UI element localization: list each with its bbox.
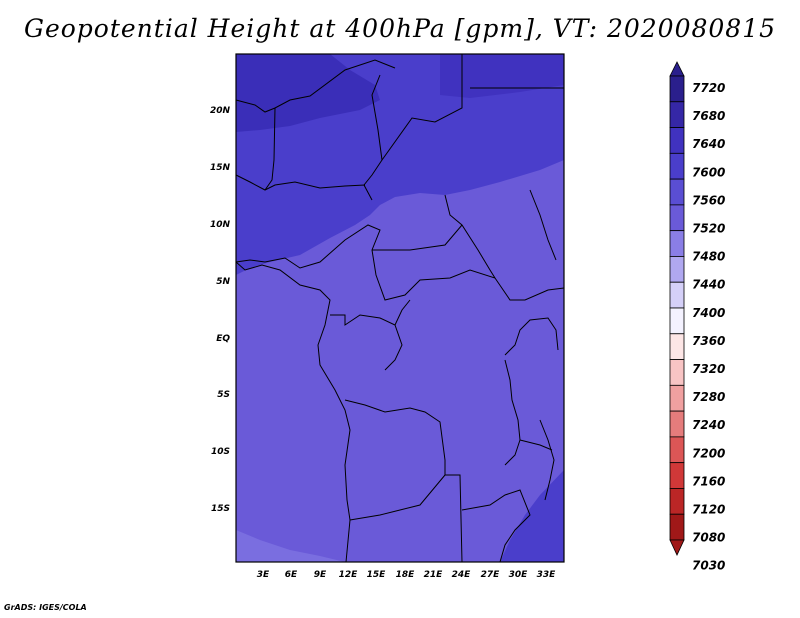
colorbar-label: 7600: [692, 165, 725, 179]
lon-label: 21E: [424, 570, 444, 580]
colorbar-arrow-bottom: [669, 539, 685, 556]
colorbar-swatch: [669, 127, 685, 154]
lon-label: 12E: [339, 570, 359, 580]
contour-fill-7520-sw: [236, 530, 345, 562]
colorbar-label: 7560: [692, 193, 725, 207]
map-frame: [235, 53, 565, 563]
map-panel: [235, 53, 565, 563]
colorbar-label: 7520: [692, 222, 725, 236]
colorbar-swatch: [669, 513, 685, 541]
lat-label: 5S: [217, 390, 230, 400]
colorbar-label: 7720: [692, 81, 725, 95]
colorbar-label: 7320: [692, 362, 725, 376]
contour-fill-7640: [236, 54, 380, 132]
lon-label: 30E: [509, 570, 529, 580]
lat-label: 20N: [210, 106, 231, 116]
lat-label: 10S: [211, 447, 230, 457]
lon-label: 9E: [314, 570, 327, 580]
colorbar-swatch: [669, 75, 685, 103]
lon-label: 3E: [257, 570, 270, 580]
lon-label: 6E: [285, 570, 298, 580]
lon-label: 18E: [396, 570, 416, 580]
lat-label: 15S: [211, 504, 230, 514]
colorbar-swatch: [669, 384, 685, 412]
contour-fill-7600-se: [500, 470, 564, 562]
lat-label: 10N: [210, 220, 231, 230]
colorbar-label: 7200: [692, 446, 725, 460]
colorbar-swatch: [669, 281, 685, 309]
longitude-labels: 3E 6E 9E 12E 15E 18E 21E 24E 27E 30E 33E: [257, 570, 556, 580]
footer-credit: GrADS: IGES/COLA: [4, 603, 87, 612]
colorbar-label: 7120: [692, 503, 725, 517]
colorbar-swatch: [669, 488, 685, 515]
latitude-labels: 20N 15N 10N 5N EQ 5S 10S 15S: [210, 106, 231, 514]
colorbar-swatch: [669, 410, 685, 438]
lat-label: EQ: [216, 334, 230, 344]
colorbar-label: 7080: [692, 531, 725, 545]
lat-label: 5N: [216, 277, 230, 287]
colorbar-swatch: [669, 230, 685, 257]
colorbar-label: 7440: [692, 278, 725, 292]
colorbar-label: 7240: [692, 418, 725, 432]
colorbar-label: 7480: [692, 250, 725, 264]
lon-label: 27E: [481, 570, 501, 580]
colorbar-label: 7030: [692, 559, 725, 573]
colorbar-label: 7160: [692, 474, 725, 488]
colorbar-label: 7360: [692, 334, 725, 348]
colorbar-swatch: [669, 333, 685, 360]
colorbar-swatch: [669, 436, 685, 464]
contour-fill-7640-ne: [440, 54, 564, 98]
colorbar-swatch: [669, 256, 685, 283]
colorbar-arrow-top: [669, 61, 685, 77]
colorbar-swatch: [669, 204, 685, 232]
colorbar-swatch: [669, 462, 685, 489]
colorbar-swatch: [669, 101, 685, 128]
colorbar-swatch: [669, 152, 685, 180]
chart-title: Geopotential Height at 400hPa [gpm], VT:…: [23, 14, 777, 43]
lat-label: 15N: [210, 163, 231, 173]
lon-label: 15E: [367, 570, 387, 580]
colorbar-label: 7400: [692, 306, 725, 320]
colorbar-swatch: [669, 359, 685, 386]
colorbar: 7720 7680 7640 7600 7560 7520 7480 7440 7400 7360…: [669, 61, 725, 573]
colorbar-swatch: [669, 307, 685, 335]
borders: [235, 54, 565, 563]
colorbar-swatch: [669, 178, 685, 206]
lon-label: 24E: [452, 570, 472, 580]
colorbar-label: 7640: [692, 137, 725, 151]
colorbar-label: 7680: [692, 109, 725, 123]
lon-label: 33E: [537, 570, 557, 580]
colorbar-label: 7280: [692, 390, 725, 404]
